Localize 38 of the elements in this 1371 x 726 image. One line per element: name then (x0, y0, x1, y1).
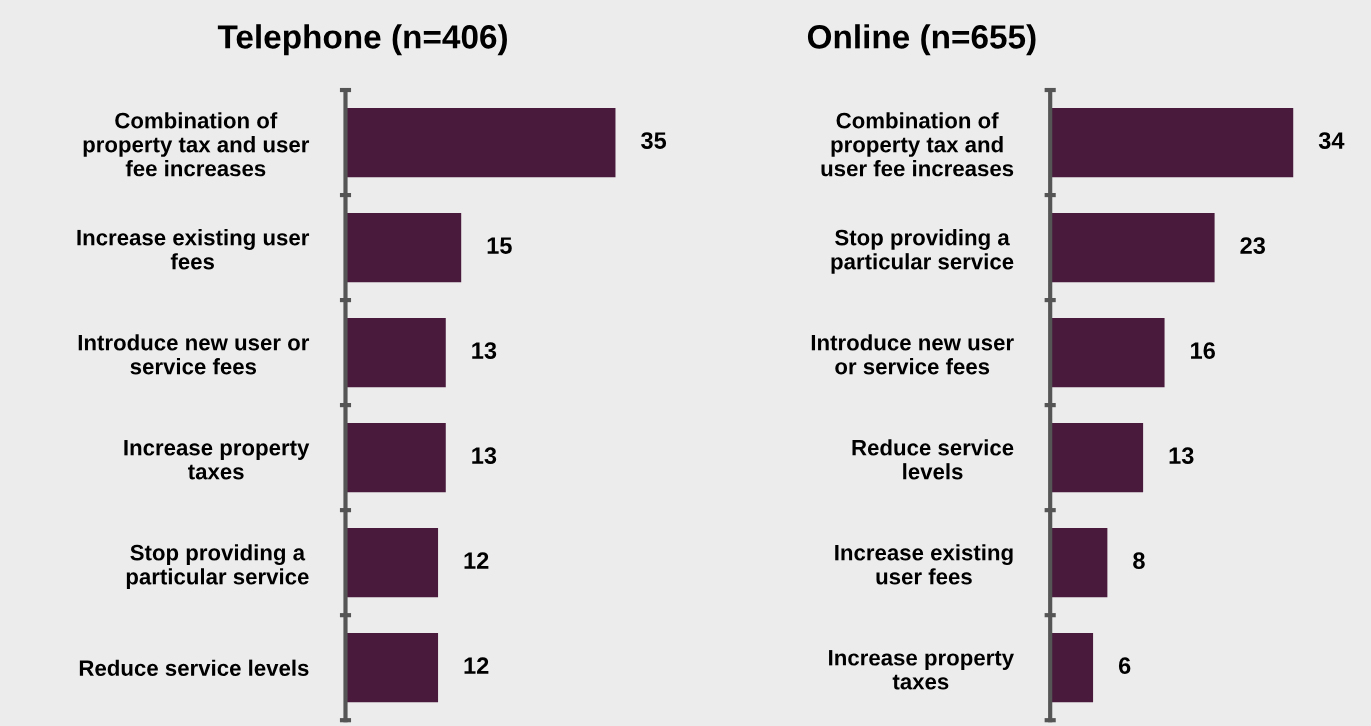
bar (345, 527, 439, 598)
bar (1050, 633, 1094, 703)
y-tick-label: Reduce service levels (852, 439, 1014, 480)
y-tick-label: Introduce new user or service fees (78, 334, 310, 375)
y-tick-label: Increase existing user fees (77, 229, 310, 270)
bar (345, 422, 446, 493)
y-tick-label: Introduce new user or service fees (811, 334, 1014, 375)
y-tick-label: Increase property taxes (124, 440, 310, 480)
y-tick-label: Increase property taxes (829, 650, 1014, 690)
bar (1050, 422, 1144, 493)
data-label: 35 (641, 132, 667, 149)
data-label: 12 (464, 657, 489, 674)
bar (1050, 527, 1108, 598)
bar (345, 107, 616, 178)
bar (345, 317, 446, 388)
y-tick-label: Reduce service levels (79, 659, 309, 676)
chart-title: Online (n=655) (807, 24, 1036, 56)
data-label: 13 (1169, 447, 1194, 464)
y-tick-label: Stop providing a particular service (831, 229, 1014, 274)
bar (1050, 212, 1215, 283)
chart-title: Telephone (n=406) (217, 24, 507, 56)
data-label: 23 (1240, 237, 1266, 254)
y-tick-label: Combination of property tax and user fee increases (821, 112, 1014, 177)
data-label: 8 (1133, 552, 1145, 569)
bar (345, 633, 439, 703)
data-label: 12 (464, 552, 489, 569)
data-label: 6 (1118, 657, 1131, 675)
bar (1050, 107, 1294, 178)
bar (1050, 317, 1165, 388)
bar (345, 212, 462, 283)
data-label: 13 (472, 342, 497, 359)
data-label: 15 (487, 237, 512, 254)
y-tick-label: Increase existing user fees (835, 544, 1013, 585)
data-label: 13 (472, 447, 497, 464)
y-tick-label: Stop providing a particular service (126, 544, 309, 589)
data-label: 34 (1318, 132, 1345, 149)
y-tick-label: Combination of property tax and user fee increases (83, 112, 310, 177)
data-label: 16 (1191, 342, 1215, 359)
